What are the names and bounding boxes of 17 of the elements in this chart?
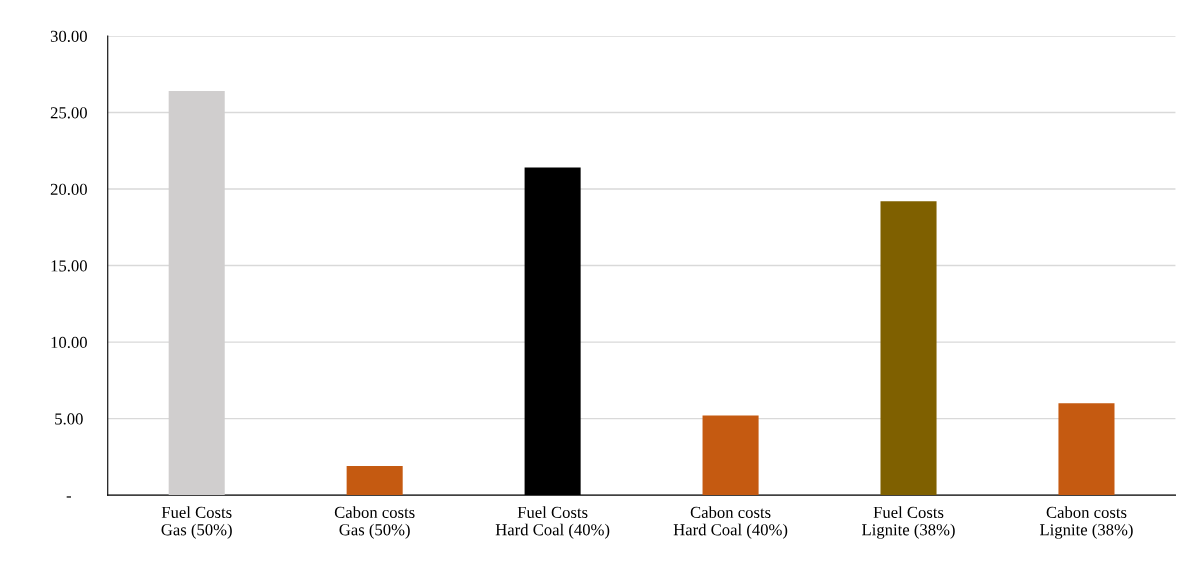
x-tick-label: Cabon costs Lignite (38%) [1039, 506, 1133, 539]
bar [702, 415, 759, 496]
bar [1058, 403, 1115, 496]
x-tick-label: Fuel Costs Lignite (38%) [862, 506, 955, 539]
y-tick-label: 20.00 [50, 183, 87, 196]
y-tick-label: 5.00 [55, 413, 83, 425]
y-tick-label: 10.00 [51, 336, 87, 349]
x-tick-label: Cabon costs Hard Coal (40%) [673, 506, 788, 539]
y-tick-label: - [66, 496, 72, 498]
y-tick-label: 30.00 [50, 30, 87, 42]
bar [880, 201, 937, 496]
x-tick-label: Fuel Costs Hard Coal (40%) [495, 506, 610, 539]
y-tick-label: 15.00 [51, 260, 87, 272]
bar [346, 466, 403, 496]
x-tick-label: Fuel Costs Gas (50%) [161, 506, 232, 539]
y-tick-label: 25.00 [50, 107, 87, 119]
x-tick-label: Cabon costs Gas (50%) [334, 506, 415, 539]
